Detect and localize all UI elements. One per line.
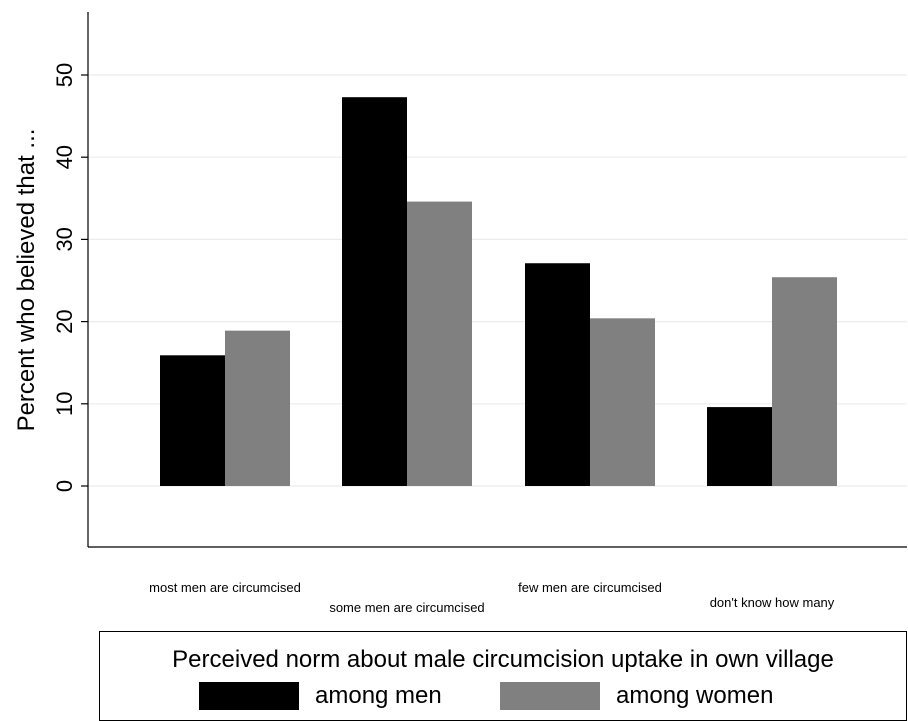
bar-men-2 <box>525 263 590 486</box>
bar-women-1 <box>407 201 472 486</box>
category-label: don't know how many <box>710 595 835 610</box>
legend-item-women: among women <box>500 682 773 710</box>
legend-title: Perceived norm about male circumcision u… <box>172 646 834 673</box>
category-label: some men are circumcised <box>329 600 484 615</box>
bar-men-3 <box>707 407 772 486</box>
bar-women-2 <box>590 318 655 486</box>
axes <box>87 12 907 548</box>
legend: Perceived norm about male circumcision u… <box>99 631 907 721</box>
legend-item-men: among men <box>199 682 442 710</box>
y-tick-label: 20 <box>52 309 77 333</box>
y-ticks: 0 10 20 30 40 50 <box>52 63 88 492</box>
y-tick-label: 50 <box>52 63 77 87</box>
legend-swatch-women <box>500 682 600 710</box>
category-label: few men are circumcised <box>518 580 662 595</box>
bar-men-0 <box>160 355 225 486</box>
bars <box>160 97 837 486</box>
legend-label-women: among women <box>616 682 774 709</box>
y-axis-label: Percent who believed that ... <box>13 129 40 432</box>
bar-women-3 <box>772 277 837 486</box>
category-labels: most men are circumcised some men are cir… <box>149 580 835 615</box>
bar-women-0 <box>225 330 290 486</box>
bar-men-1 <box>342 97 407 486</box>
y-tick-label: 0 <box>52 480 77 492</box>
legend-swatch-men <box>199 682 299 710</box>
y-tick-label: 40 <box>52 145 77 169</box>
legend-label-men: among men <box>315 682 442 709</box>
category-label: most men are circumcised <box>149 580 301 595</box>
y-tick-label: 10 <box>52 392 77 416</box>
y-tick-label: 30 <box>52 227 77 251</box>
